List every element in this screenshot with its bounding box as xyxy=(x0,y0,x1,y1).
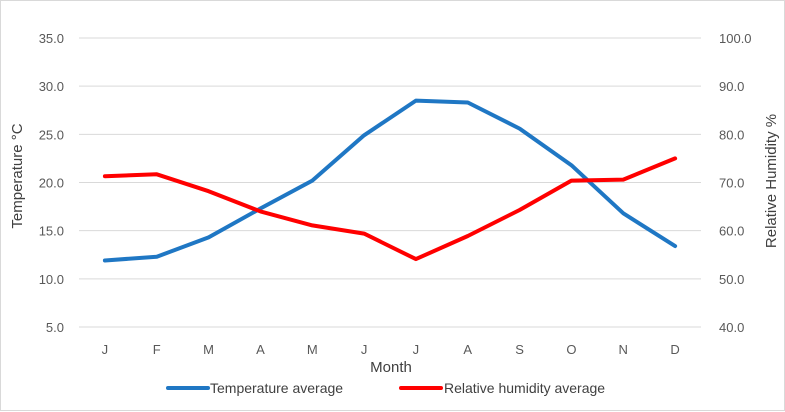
left-tick-label: 15.0 xyxy=(39,224,64,239)
right-tick-label: 60.0 xyxy=(719,224,744,239)
right-axis-title: Relative Humidity % xyxy=(763,114,780,248)
left-tick-label: 25.0 xyxy=(39,127,64,142)
left-tick-label: 35.0 xyxy=(39,31,64,46)
gridlines xyxy=(79,37,701,328)
series-lines xyxy=(102,98,678,263)
x-tick-label: S xyxy=(515,342,524,357)
right-tick-label: 40.0 xyxy=(719,320,744,335)
legend-label: Relative humidity average xyxy=(444,380,605,396)
x-axis-title: Month xyxy=(370,359,412,376)
x-tick-label: J xyxy=(361,342,368,357)
x-tick-label: J xyxy=(413,342,420,357)
left-tick-label: 10.0 xyxy=(39,272,64,287)
x-tick-label: N xyxy=(619,342,628,357)
x-tick-label: A xyxy=(256,342,265,357)
legend-label: Temperature average xyxy=(210,380,343,396)
x-tick-label: F xyxy=(153,342,161,357)
left-tick-label: 20.0 xyxy=(39,176,64,191)
right-tick-label: 80.0 xyxy=(719,127,744,142)
right-tick-label: 50.0 xyxy=(719,272,744,287)
right-tick-label: 90.0 xyxy=(719,79,744,94)
left-axis-ticks: 5.0 10.0 15.0 20.0 25.0 30.0 35.0 xyxy=(39,31,64,335)
x-tick-label: M xyxy=(307,342,318,357)
legend: Temperature average Relative humidity ave… xyxy=(166,380,605,396)
right-tick-label: 70.0 xyxy=(719,176,744,191)
series-line-2 xyxy=(102,156,678,262)
x-tick-label: A xyxy=(463,342,472,357)
left-tick-label: 30.0 xyxy=(39,79,64,94)
left-axis-title: Temperature °C xyxy=(9,123,26,228)
right-tick-label: 100.0 xyxy=(719,31,752,46)
series-line-1 xyxy=(102,98,678,263)
x-tick-label: J xyxy=(102,342,109,357)
right-axis-ticks: 40.0 50.0 60.0 70.0 80.0 90.0 100.0 xyxy=(719,31,752,335)
left-tick-label: 5.0 xyxy=(46,320,64,335)
x-tick-label: M xyxy=(203,342,214,357)
x-tick-label: O xyxy=(566,342,576,357)
x-tick-label: D xyxy=(670,342,679,357)
